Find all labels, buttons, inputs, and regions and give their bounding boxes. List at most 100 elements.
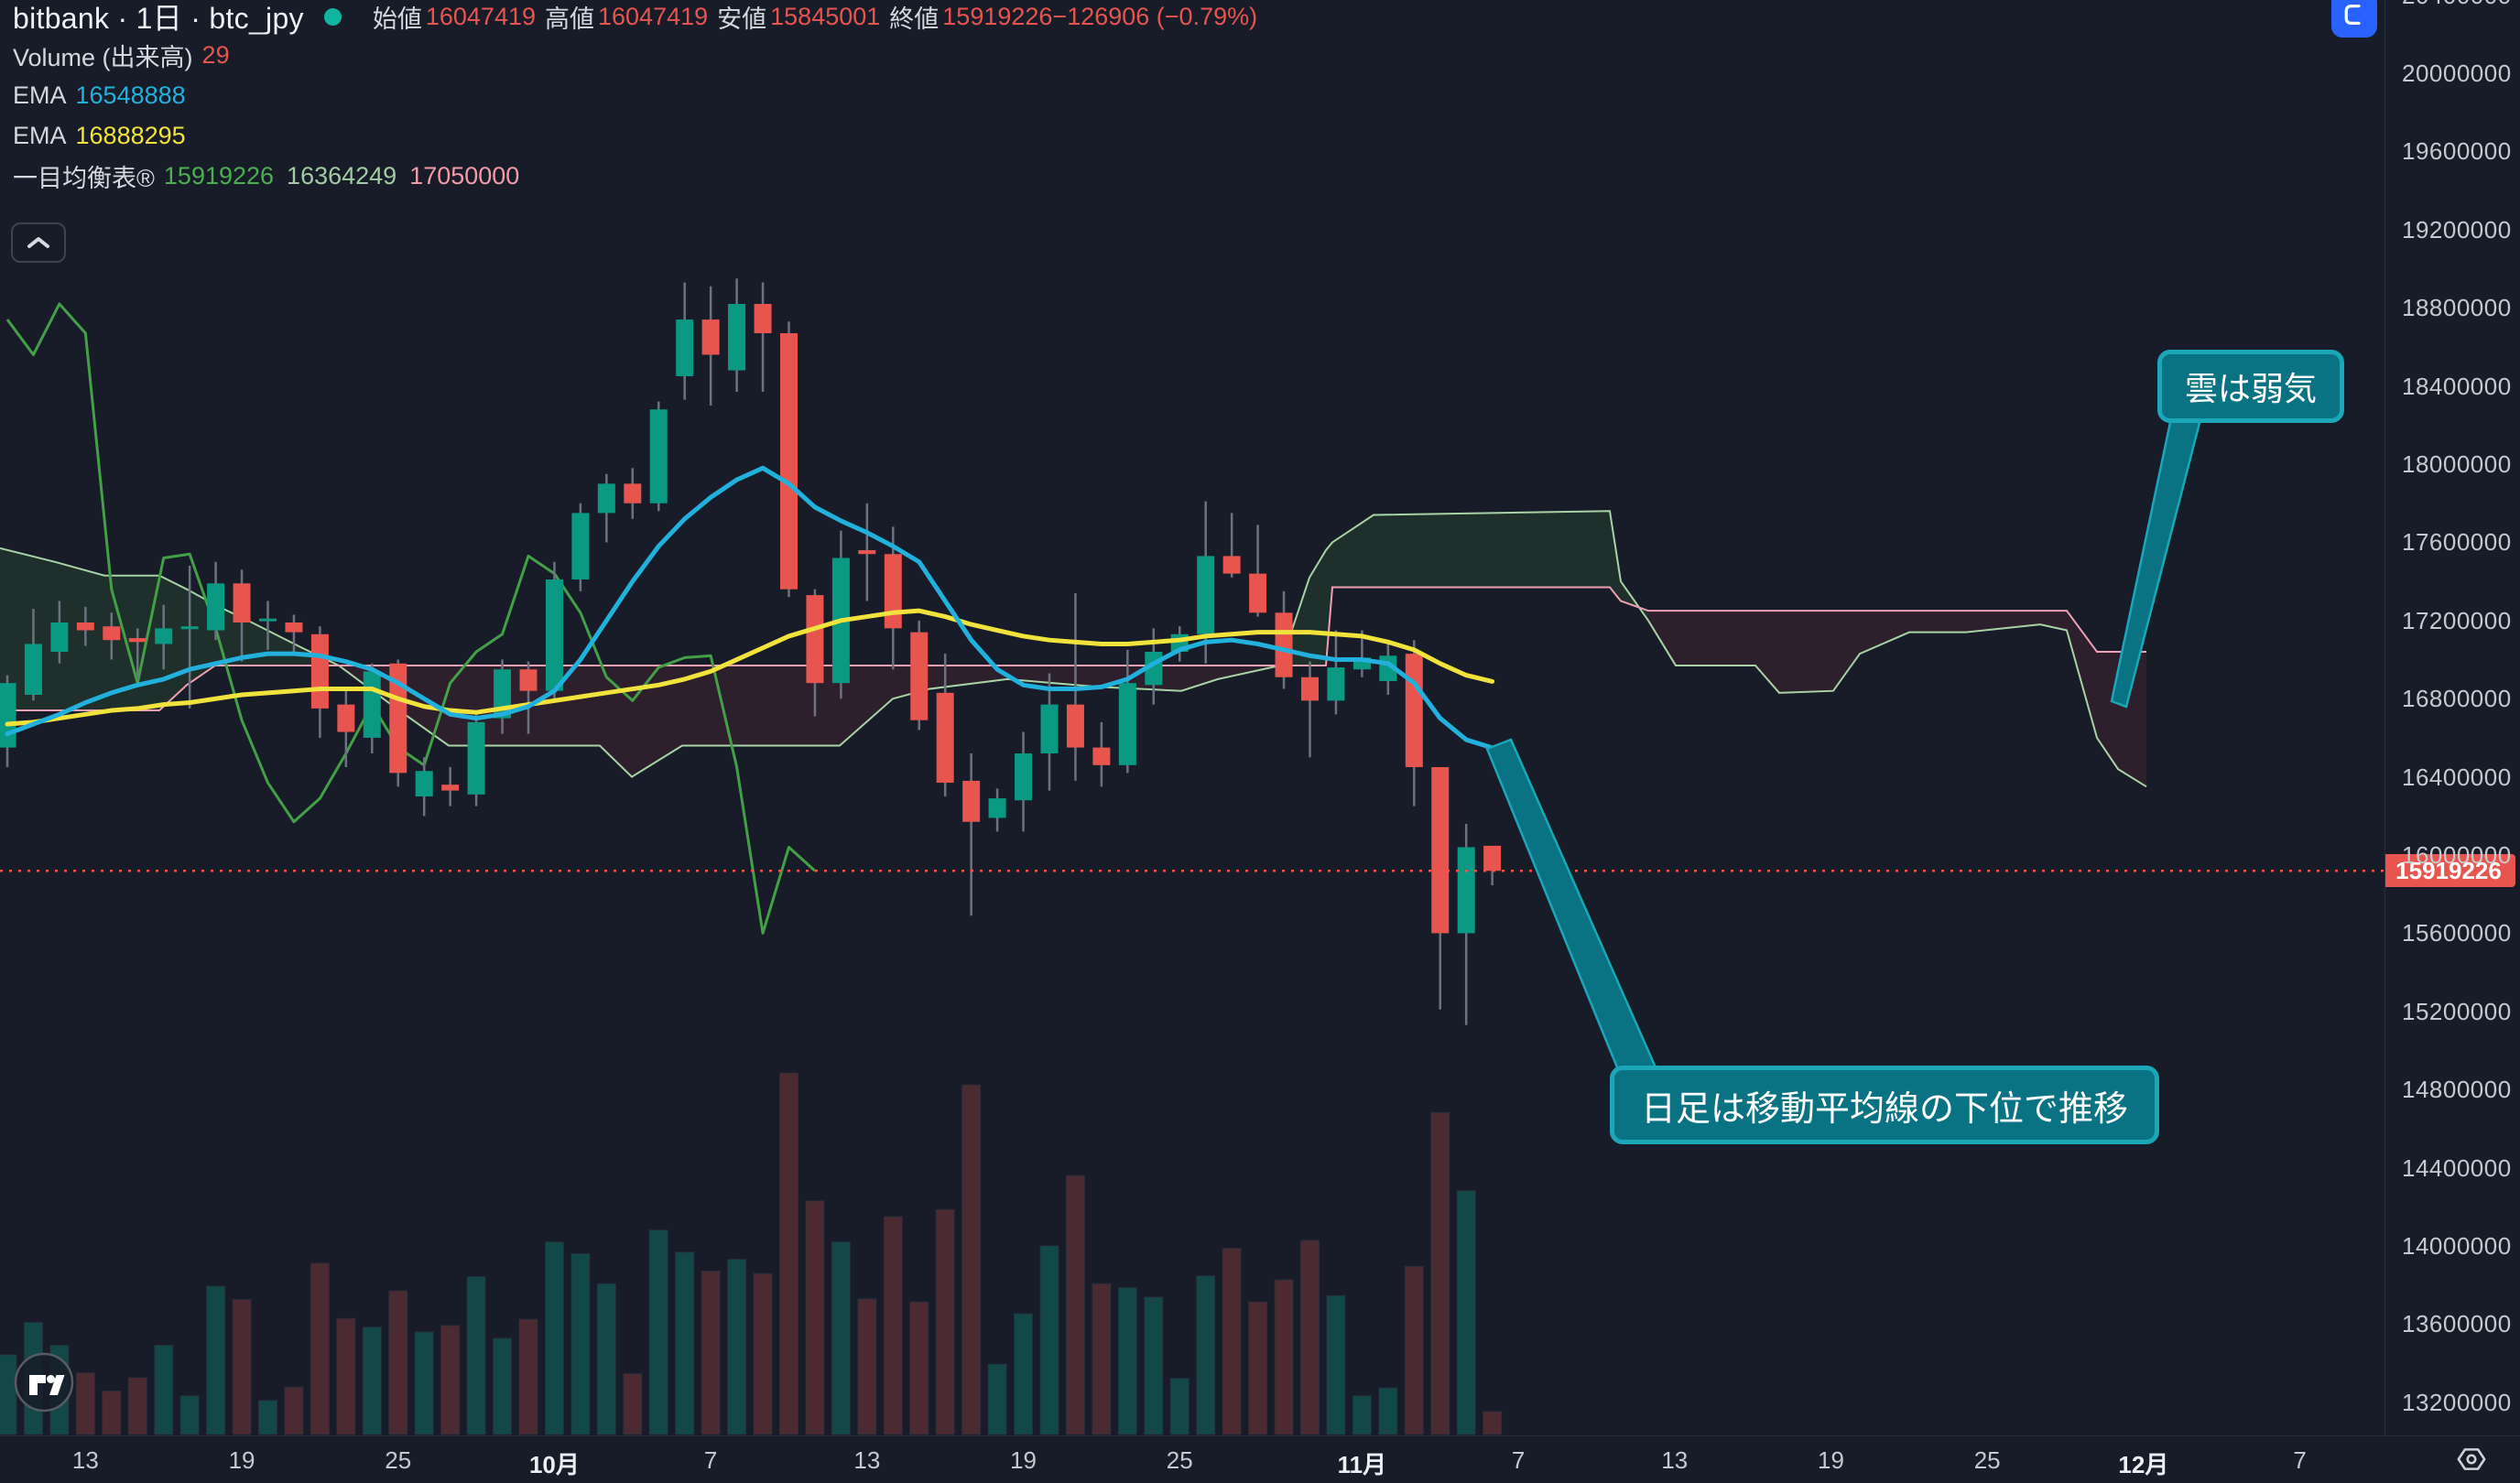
ema-slow-legend-row[interactable]: EMA 16888295	[13, 117, 1257, 154]
candle-body	[910, 632, 929, 720]
time-tick-label: 12月	[2118, 1451, 2169, 1478]
price-tick-label: 18000000	[2402, 450, 2512, 479]
candle-body	[310, 633, 329, 709]
volume-bar	[1039, 1245, 1059, 1435]
ichimoku-legend-row[interactable]: 一目均衡表® 15919226 16364249 17050000	[13, 157, 1257, 194]
collapse-pane-button[interactable]	[11, 222, 66, 263]
tradingview-logo[interactable]	[13, 1351, 75, 1418]
candle-body	[285, 622, 303, 633]
volume-value: 29	[201, 40, 230, 69]
candle-body	[1431, 766, 1450, 934]
time-tick-label: 25	[1166, 1446, 1193, 1474]
time-tick-label: 11月	[1337, 1451, 1387, 1478]
cloud-bearish-segment	[682, 665, 840, 746]
candle-body	[728, 303, 746, 371]
price-tick-label: 13200000	[2402, 1388, 2512, 1416]
chikou-lagging-line	[5, 302, 816, 935]
volume-bar	[75, 1372, 95, 1435]
candle-body	[103, 626, 121, 641]
open-value: 16047419	[425, 2, 536, 30]
candle-body	[415, 771, 433, 796]
ema-fast-legend-row[interactable]: EMA 16548888	[13, 77, 1257, 114]
time-axis[interactable]: 13 19 25 10月 7 13 19 25 11月 7 13 19 25 12月 7	[0, 1435, 2520, 1483]
volume-bar	[1144, 1296, 1164, 1435]
volume-bar	[388, 1290, 408, 1435]
volume-bar	[753, 1272, 773, 1435]
candle-body	[363, 671, 381, 738]
volume-layer	[0, 1072, 1503, 1435]
volume-bar	[1483, 1411, 1503, 1435]
low-value: 15845001	[770, 2, 881, 30]
volume-bar	[544, 1241, 564, 1435]
time-tick-label: 7	[703, 1446, 718, 1474]
senkou-span-a-line	[0, 510, 2147, 788]
last-price-label: 15919226	[2385, 854, 2515, 888]
cloud-bearish-segment	[1181, 665, 1218, 691]
price-tick-label: 15600000	[2402, 919, 2512, 947]
chevron-up-icon	[27, 237, 49, 248]
callout-cloud-bearish[interactable]: 雲は弱気	[2157, 350, 2344, 423]
volume-bar	[154, 1345, 174, 1435]
snapshot-button[interactable]	[2331, 0, 2377, 38]
time-tick-label: 25	[1973, 1446, 2001, 1474]
callout-tails-layer	[1485, 412, 2201, 1069]
ema-fast-value: 16548888	[75, 81, 186, 109]
axis-settings-gear-icon[interactable]	[2456, 1444, 2487, 1475]
cloud-bearish-segment	[1909, 611, 1966, 633]
ema-slow-line-layer	[5, 608, 1495, 727]
cloud-bearish-segment	[840, 665, 893, 746]
candle-body	[128, 638, 147, 643]
price-axis[interactable]: 15919226 20400000 20000000 19600000 1920000…	[2384, 0, 2520, 1435]
time-tick-label: 13	[853, 1446, 881, 1474]
volume-bar	[857, 1298, 877, 1435]
callout-ma-tail	[1485, 738, 1657, 1069]
price-tick-label: 15200000	[2402, 997, 2512, 1025]
volume-bar	[701, 1271, 721, 1435]
symbol-title[interactable]: bitbank · 1日 · btc_jpy	[13, 2, 304, 35]
volume-bar	[570, 1253, 591, 1435]
candle-body	[337, 704, 355, 732]
candle-body	[1327, 667, 1345, 701]
senkou-span-b-line	[0, 586, 2146, 712]
volume-bar	[1430, 1111, 1450, 1435]
candle-body	[597, 483, 615, 514]
candle-body	[389, 663, 407, 774]
price-tick-label: 14800000	[2402, 1076, 2512, 1104]
volume-legend-row[interactable]: Volume (出来高) 29	[13, 37, 1257, 73]
callout-below-ma[interactable]: 日足は移動平均線の下位で推移	[1610, 1066, 2159, 1144]
volume-bar	[883, 1216, 903, 1435]
candle-body	[1092, 747, 1111, 765]
cloud-bullish-segment	[1374, 511, 1610, 588]
time-tick-label: 13	[71, 1446, 99, 1474]
ema-fast-line	[5, 465, 1495, 751]
candle-body	[519, 669, 538, 691]
candle-body	[1457, 847, 1475, 934]
price-tick-label: 19200000	[2402, 215, 2512, 244]
volume-bar	[1169, 1378, 1189, 1435]
change-value: −126906 (−0.79%)	[1052, 2, 1258, 30]
ichimoku-senkou-b-value: 17050000	[409, 161, 520, 189]
candle-body	[545, 579, 563, 691]
candle-body	[24, 644, 42, 695]
cloud-bearish-segment	[2097, 651, 2118, 770]
candle-body	[988, 798, 1006, 818]
price-tick-label: 19600000	[2402, 137, 2512, 166]
candle-body	[441, 785, 460, 791]
candle-body	[649, 409, 668, 503]
symbol-row[interactable]: bitbank · 1日 · btc_jpy 始値 16047419 高値 16…	[13, 0, 1258, 35]
candle-body	[467, 721, 485, 795]
volume-bar	[179, 1395, 200, 1435]
candle-body	[806, 595, 824, 684]
price-tick-label: 14000000	[2402, 1232, 2512, 1261]
candle-body	[1405, 654, 1423, 767]
candle-body	[1066, 704, 1084, 748]
volume-bar	[232, 1299, 252, 1435]
volume-bar	[935, 1208, 955, 1435]
volume-bar	[310, 1262, 330, 1435]
candle-body	[207, 583, 225, 631]
volume-bar	[0, 1354, 17, 1435]
volume-bar	[493, 1337, 513, 1435]
volume-bar	[1404, 1265, 1424, 1435]
volume-bar	[284, 1386, 304, 1435]
